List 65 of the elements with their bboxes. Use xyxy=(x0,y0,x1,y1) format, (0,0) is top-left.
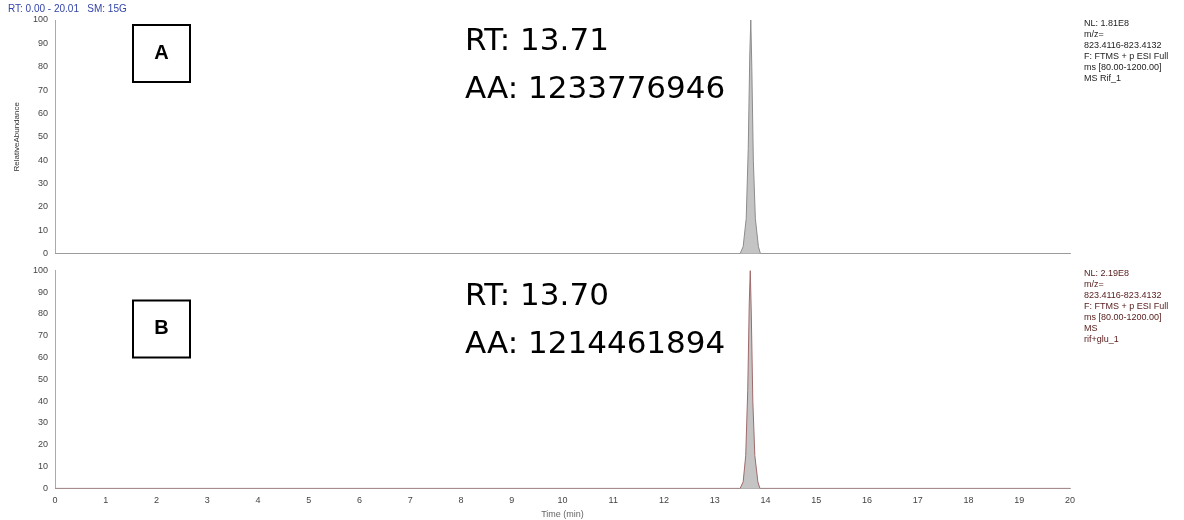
y-tick-label: 40 xyxy=(37,154,48,165)
x-tick-label: 5 xyxy=(306,495,312,506)
y-tick-label: 70 xyxy=(37,84,48,95)
y-tick-label: 60 xyxy=(37,107,48,118)
x-tick-label: 19 xyxy=(1014,495,1025,506)
y-tick-label: 60 xyxy=(37,352,48,363)
x-tick-label: 4 xyxy=(255,495,261,506)
y-tick-label: 10 xyxy=(37,224,48,235)
text: F: FTMS + p ESI Full xyxy=(1084,301,1169,312)
x-tick-label: 7 xyxy=(407,495,413,506)
text: MS Rif_1 xyxy=(1084,73,1122,83)
y-tick-label: 50 xyxy=(37,131,48,142)
text: 823.4116-823.4132 xyxy=(1084,290,1162,301)
y-tick-label: 0 xyxy=(42,248,48,259)
y-tick-label: 100 xyxy=(32,264,48,275)
text: B xyxy=(154,316,169,339)
y-tick-label: 90 xyxy=(37,37,48,48)
x-tick-label: 20 xyxy=(1064,495,1076,506)
text: F: FTMS + p ESI Full xyxy=(1084,51,1169,61)
y-tick-label: 30 xyxy=(37,417,48,428)
text: A xyxy=(154,41,169,64)
text: ms [80.00-1200.00] xyxy=(1084,62,1162,72)
y-tick-label: 100 xyxy=(32,14,48,25)
text: NL: 2.19E8 xyxy=(1084,268,1130,279)
x-tick-label: 8 xyxy=(458,495,464,506)
text: 823.4116-823.4132 xyxy=(1084,40,1162,50)
chart-subtitle: RT: 0.00 - 20.01 SM: 15G xyxy=(8,3,127,14)
annotation: RT: 13.70 xyxy=(465,276,609,313)
annotation: RT: 13.71 xyxy=(465,21,609,57)
y-tick-label: 90 xyxy=(37,286,48,297)
text: MS xyxy=(1084,323,1098,334)
x-tick-label: 10 xyxy=(557,495,568,506)
x-tick-label: 11 xyxy=(608,495,618,506)
x-axis-title: Time (min) xyxy=(541,509,584,520)
y-tick-label: 80 xyxy=(37,61,48,72)
y-axis-title: RelativeAbundance xyxy=(12,101,21,172)
y-tick-label: 50 xyxy=(37,373,48,384)
annotation: AA: 1214461894 xyxy=(465,324,726,361)
x-tick-label: 1 xyxy=(103,495,109,506)
x-tick-label: 0 xyxy=(52,495,58,506)
x-tick-label: 12 xyxy=(658,495,670,506)
x-tick-label: 14 xyxy=(760,495,771,506)
x-tick-label: 6 xyxy=(356,495,363,506)
x-tick-label: 13 xyxy=(709,495,720,506)
x-tick-label: 18 xyxy=(963,495,974,506)
x-tick-label: 9 xyxy=(509,495,515,506)
y-tick-label: 40 xyxy=(37,395,48,406)
y-tick-label: 80 xyxy=(37,308,48,319)
x-tick-label: 17 xyxy=(912,495,923,506)
text: rif+glu_1 xyxy=(1084,334,1119,345)
text: ms [80.00-1200.00] xyxy=(1084,312,1162,323)
x-tick-label: 15 xyxy=(811,495,822,506)
y-tick-label: 20 xyxy=(37,201,48,212)
text: m/z= xyxy=(1084,279,1104,290)
y-tick-label: 70 xyxy=(37,330,48,341)
text: m/z= xyxy=(1084,29,1104,39)
y-tick-label: 20 xyxy=(37,439,48,450)
x-tick-label: 16 xyxy=(861,495,873,506)
x-tick-label: 3 xyxy=(204,495,210,506)
text: NL: 1.81E8 xyxy=(1084,18,1130,28)
annotation: AA: 1233776946 xyxy=(465,69,726,105)
y-tick-label: 0 xyxy=(42,482,48,493)
x-tick-label: 2 xyxy=(153,495,160,506)
y-tick-label: 10 xyxy=(37,461,48,472)
y-tick-label: 30 xyxy=(37,178,48,188)
